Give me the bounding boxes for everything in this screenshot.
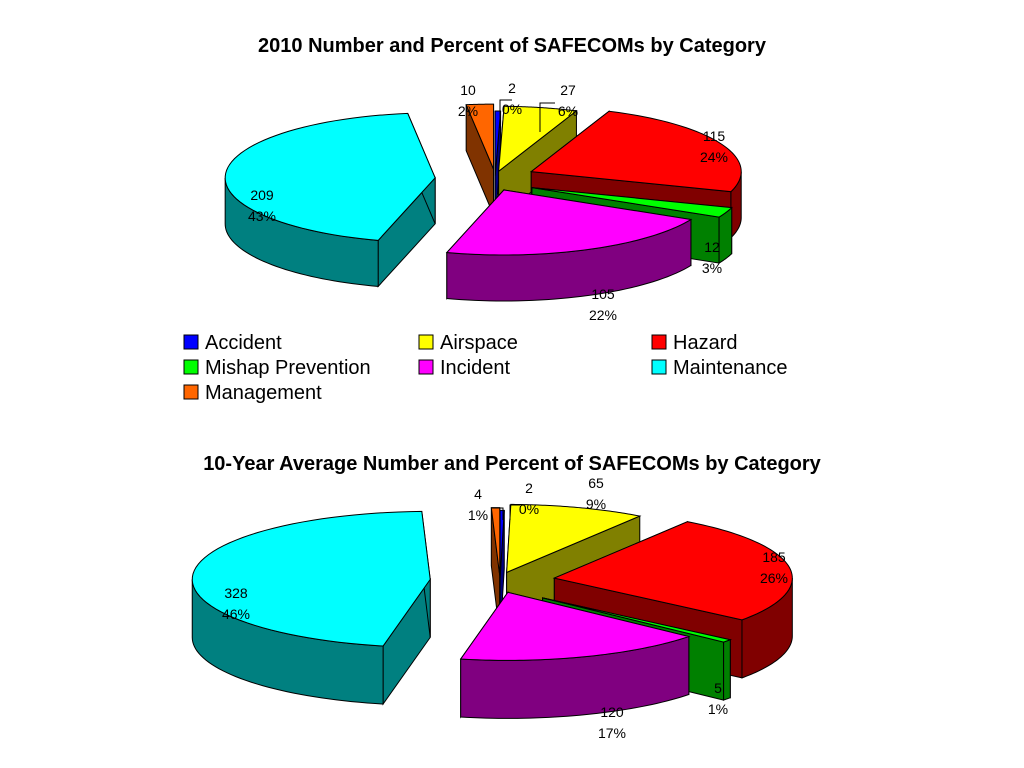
percent-label: 3%: [702, 260, 722, 276]
legend-item-maintenance: Maintenance: [651, 357, 788, 379]
slice-top-face: [552, 521, 793, 621]
slice-outer-wall: [723, 639, 731, 701]
legend-item-management: Management: [183, 382, 322, 404]
value-label: 185: [762, 549, 786, 565]
slice-top-face: [531, 187, 733, 218]
slice-top-face: [529, 110, 742, 193]
data-label-management: 41%: [468, 486, 504, 523]
pie-chart-2: 10-Year Average Number and Percent of SA…: [191, 453, 822, 741]
legend-label: Maintenance: [673, 357, 788, 379]
legend-swatch: [183, 359, 199, 375]
legend-item-hazard: Hazard: [651, 332, 737, 354]
percent-label: 17%: [598, 725, 626, 741]
leader-line: [539, 102, 555, 132]
value-label: 65: [588, 475, 604, 491]
leader-line: [499, 99, 512, 128]
pie-slice-incident: [459, 590, 691, 719]
percent-label: 24%: [700, 149, 728, 165]
pie-slice-incident: [445, 188, 693, 302]
slice-top-face: [498, 105, 578, 173]
data-label-mishap-prevention: 123%: [702, 239, 722, 276]
legend-swatch: [651, 334, 667, 350]
legend: Accident Airspace Hazard Mishap Prevention I…: [183, 332, 788, 404]
leader-line: [509, 504, 520, 520]
percent-label: 26%: [760, 570, 788, 586]
pie-slice-maintenance: [191, 510, 431, 706]
value-label: 105: [591, 286, 615, 302]
value-label: 4: [474, 486, 482, 502]
leader-line: [492, 507, 504, 520]
value-label: 2: [525, 480, 533, 496]
slice-top-face: [191, 510, 431, 647]
percent-label: 1%: [708, 701, 728, 717]
percent-label: 0%: [502, 101, 522, 117]
data-label-mishap-prevention: 51%: [708, 680, 728, 717]
legend-item-airspace: Airspace: [418, 332, 518, 354]
slice-top-face: [459, 591, 691, 661]
percent-label: 0%: [519, 501, 539, 517]
legend-item-accident: Accident: [183, 332, 282, 354]
percent-label: 22%: [589, 307, 617, 323]
data-label-accident: 20%: [499, 80, 522, 128]
chart-title: 10-Year Average Number and Percent of SA…: [203, 453, 821, 475]
value-label: 209: [250, 187, 274, 203]
legend-swatch: [418, 359, 434, 375]
value-label: 5: [714, 680, 722, 696]
legend-label: Management: [205, 382, 322, 404]
percent-label: 43%: [248, 208, 276, 224]
percent-label: 2%: [458, 103, 478, 119]
data-label-airspace: 276%: [539, 82, 578, 132]
percent-label: 9%: [586, 496, 606, 512]
chart-title: 2010 Number and Percent of SAFECOMs by C…: [258, 35, 767, 57]
slice-top-face: [542, 597, 733, 643]
percent-label: 1%: [468, 507, 488, 523]
percent-label: 46%: [222, 606, 250, 622]
legend-label: Accident: [205, 332, 282, 354]
value-label: 328: [224, 585, 248, 601]
legend-item-incident: Incident: [418, 357, 510, 379]
slice-top-face: [506, 503, 642, 574]
data-label-accident: 20%: [509, 480, 539, 520]
legend-swatch: [418, 334, 434, 350]
legend-swatch: [651, 359, 667, 375]
value-label: 120: [600, 704, 624, 720]
legend-item-mishap-prevention: Mishap Prevention: [183, 357, 371, 379]
slice-top-face: [499, 509, 505, 579]
value-label: 12: [704, 239, 720, 255]
legend-swatch: [183, 334, 199, 350]
legend-label: Hazard: [673, 332, 737, 354]
legend-label: Airspace: [440, 332, 518, 354]
legend-swatch: [183, 384, 199, 400]
slice-top-face: [445, 189, 693, 256]
value-label: 2: [508, 80, 516, 96]
pie-chart-1: 2010 Number and Percent of SAFECOMs by C…: [224, 35, 767, 323]
value-label: 115: [703, 128, 726, 144]
legend-label: Mishap Prevention: [205, 357, 371, 379]
percent-label: 6%: [558, 103, 578, 119]
value-label: 10: [460, 82, 476, 98]
pie-slice-management: [490, 507, 501, 634]
value-label: 27: [560, 82, 576, 98]
data-label-management: 102%: [458, 82, 478, 119]
pie-slice-management: [465, 103, 495, 216]
slice-top-face: [224, 112, 436, 241]
pie-slice-maintenance: [224, 112, 436, 288]
legend-label: Incident: [440, 357, 510, 379]
slice-top-face: [465, 103, 495, 170]
data-label-airspace: 659%: [586, 475, 606, 512]
